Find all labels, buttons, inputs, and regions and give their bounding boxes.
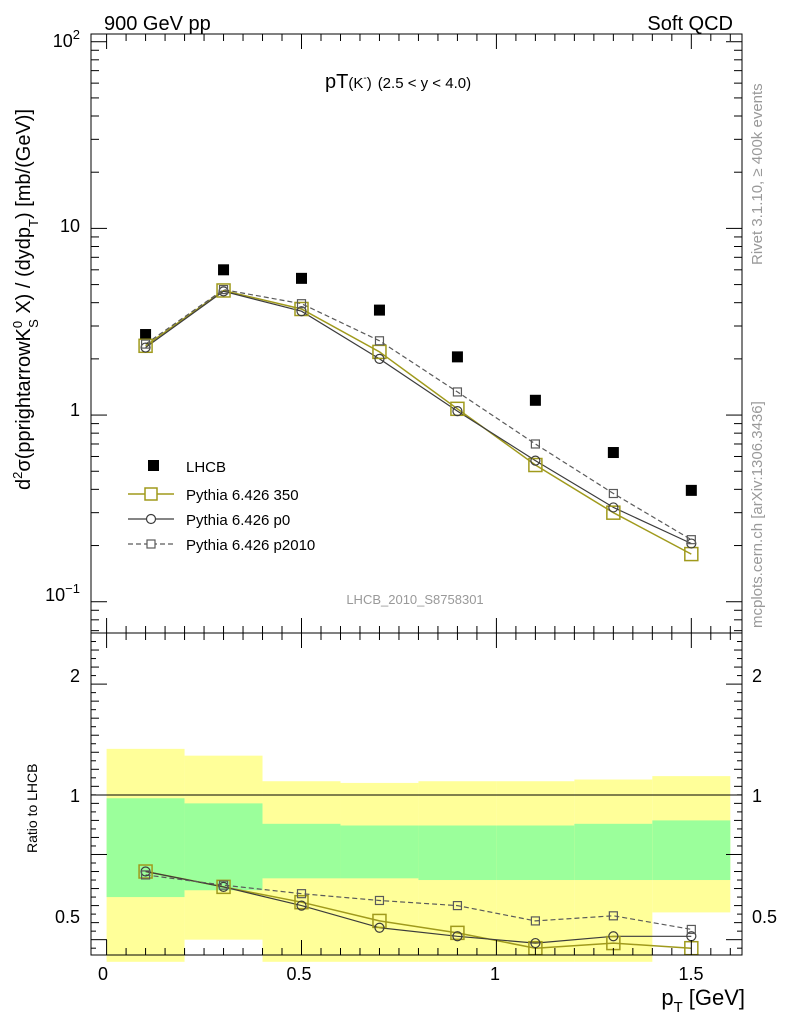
ratio-ytick-right-2: 2 xyxy=(752,666,762,686)
ratio-point-p0 xyxy=(296,900,307,911)
legend-marker-p2010 xyxy=(146,539,156,549)
plot-title: pT(K-) (2.5 < y < 4.0) xyxy=(325,71,471,93)
xtick-label-1.5: 1.5 xyxy=(678,964,703,984)
ratio-point-p0 xyxy=(530,937,541,949)
ratio-band-inner xyxy=(652,820,731,881)
main-point-lhcb xyxy=(607,447,619,459)
xtick-label-1: 1 xyxy=(490,964,500,984)
ratio-band-inner xyxy=(574,823,653,881)
ytick-label-0.1: 10−1 xyxy=(45,581,80,605)
ratio-ytick-right-1: 1 xyxy=(752,786,762,806)
ratio-point-p350 xyxy=(216,879,231,895)
ratio-band-inner xyxy=(106,798,185,898)
main-point-lhcb xyxy=(218,264,230,276)
ytick-label-1: 1 xyxy=(70,400,80,420)
legend-marker-p0 xyxy=(145,513,157,525)
ratio-band-inner xyxy=(340,825,419,879)
legend-marker-lhcb xyxy=(148,460,159,471)
ratio-point-p2010 xyxy=(686,924,696,935)
main-point-p2010 xyxy=(452,387,463,397)
main-point-p350 xyxy=(684,546,699,562)
legend: LHCB Pythia 6.426 350 Pythia 6.426 p0 Py… xyxy=(128,459,315,554)
ratio-bands xyxy=(106,748,731,962)
ratio-point-p0 xyxy=(374,922,385,933)
ratio-point-p0 xyxy=(608,931,619,942)
ratio-point-p350 xyxy=(450,925,465,941)
main-ylabel: d2σ(pprightarrowK0S X) / (dydpT) [mb/(Ge… xyxy=(10,109,41,490)
main-point-p2010 xyxy=(218,285,229,295)
ratio-ytick-right-0.5: 0.5 xyxy=(752,907,777,927)
ratio-ylabel: Ratio to LHCB xyxy=(24,764,40,853)
ratio-point-p2010 xyxy=(374,895,385,906)
main-point-p0 xyxy=(530,455,541,466)
main-point-lhcb xyxy=(685,484,697,496)
main-series xyxy=(138,264,699,562)
legend-label-p350: Pythia 6.426 350 xyxy=(186,487,299,504)
main-point-p2010 xyxy=(296,299,307,309)
main-point-lhcb xyxy=(140,329,152,341)
main-point-p2010 xyxy=(608,488,618,499)
ratio-point-p2010 xyxy=(608,911,618,921)
main-point-p2010 xyxy=(374,336,385,346)
main-point-p350 xyxy=(528,457,543,473)
ratio-point-p2010 xyxy=(530,916,540,926)
ratio-point-p2010 xyxy=(218,880,229,890)
ratio-ticks xyxy=(91,633,742,955)
legend-label-p0: Pythia 6.426 p0 xyxy=(186,512,290,529)
main-point-p350 xyxy=(606,505,621,520)
header-right: Soft QCD xyxy=(647,13,733,35)
main-line-p2010 xyxy=(145,288,692,541)
main-point-lhcb xyxy=(296,272,308,284)
main-point-p0 xyxy=(452,406,463,417)
ratio-point-p2010 xyxy=(140,870,151,880)
ratio-point-p2010 xyxy=(452,900,463,911)
legend-label-p2010: Pythia 6.426 p2010 xyxy=(186,537,315,554)
xtick-label-0.5: 0.5 xyxy=(286,964,311,984)
ratio-line-p2010 xyxy=(145,874,692,930)
ratio-line-p0 xyxy=(145,870,692,944)
xtick-label-0: 0 xyxy=(98,964,108,984)
ratio-point-p0 xyxy=(452,931,463,942)
main-point-lhcb xyxy=(373,304,385,316)
main-point-p2010 xyxy=(686,535,696,545)
main-point-p2010 xyxy=(530,439,540,449)
legend-marker-p350 xyxy=(144,487,158,501)
main-point-p0 xyxy=(608,502,619,513)
main-panel: 102 10 1 10−1 d2σ(pprightarrowK0S X) / (… xyxy=(10,27,743,634)
main-line-p0 xyxy=(145,290,692,545)
ytick-label-100: 102 xyxy=(53,27,80,51)
ratio-point-p2010 xyxy=(296,889,307,899)
main-point-p0 xyxy=(374,353,385,364)
header-left: 900 GeV pp xyxy=(104,13,211,35)
mcplots-label: mcplots.cern.ch [arXiv:1306.3436] xyxy=(749,401,766,628)
xlabel: pT [GeV] xyxy=(661,985,745,1016)
ratio-ytick-left-0.5: 0.5 xyxy=(55,907,80,927)
ytick-label-10: 10 xyxy=(60,216,80,236)
ratio-band-inner xyxy=(262,823,341,879)
ratio-point-p350 xyxy=(138,864,153,879)
ratio-band-inner xyxy=(496,825,575,881)
main-point-p350 xyxy=(372,344,387,360)
analysis-id: LHCB_2010_S8758301 xyxy=(346,592,483,607)
main-point-p0 xyxy=(296,306,307,317)
ratio-frame xyxy=(90,632,743,956)
main-point-lhcb xyxy=(529,394,541,406)
legend-label-lhcb: LHCB xyxy=(186,459,226,476)
main-point-lhcb xyxy=(451,351,463,363)
rivet-label: Rivet 3.1.10, ≥ 400k events xyxy=(749,83,766,265)
ratio-band-inner xyxy=(184,803,263,891)
main-ticks xyxy=(91,34,742,633)
ratio-ytick-left-2: 2 xyxy=(70,666,80,686)
ratio-band-inner xyxy=(418,825,497,881)
ratio-ytick-left-1: 1 xyxy=(70,786,80,806)
ratio-panel: 2 1 0.5 2 1 0.5 Ratio to LHCB 0 0.5 1 1.… xyxy=(24,632,777,1016)
ratio-point-p350 xyxy=(294,894,309,910)
main-line-p350 xyxy=(145,289,692,555)
main-point-p2010 xyxy=(140,339,151,349)
main-point-p350 xyxy=(216,283,231,298)
ratio-point-p350 xyxy=(372,913,387,929)
